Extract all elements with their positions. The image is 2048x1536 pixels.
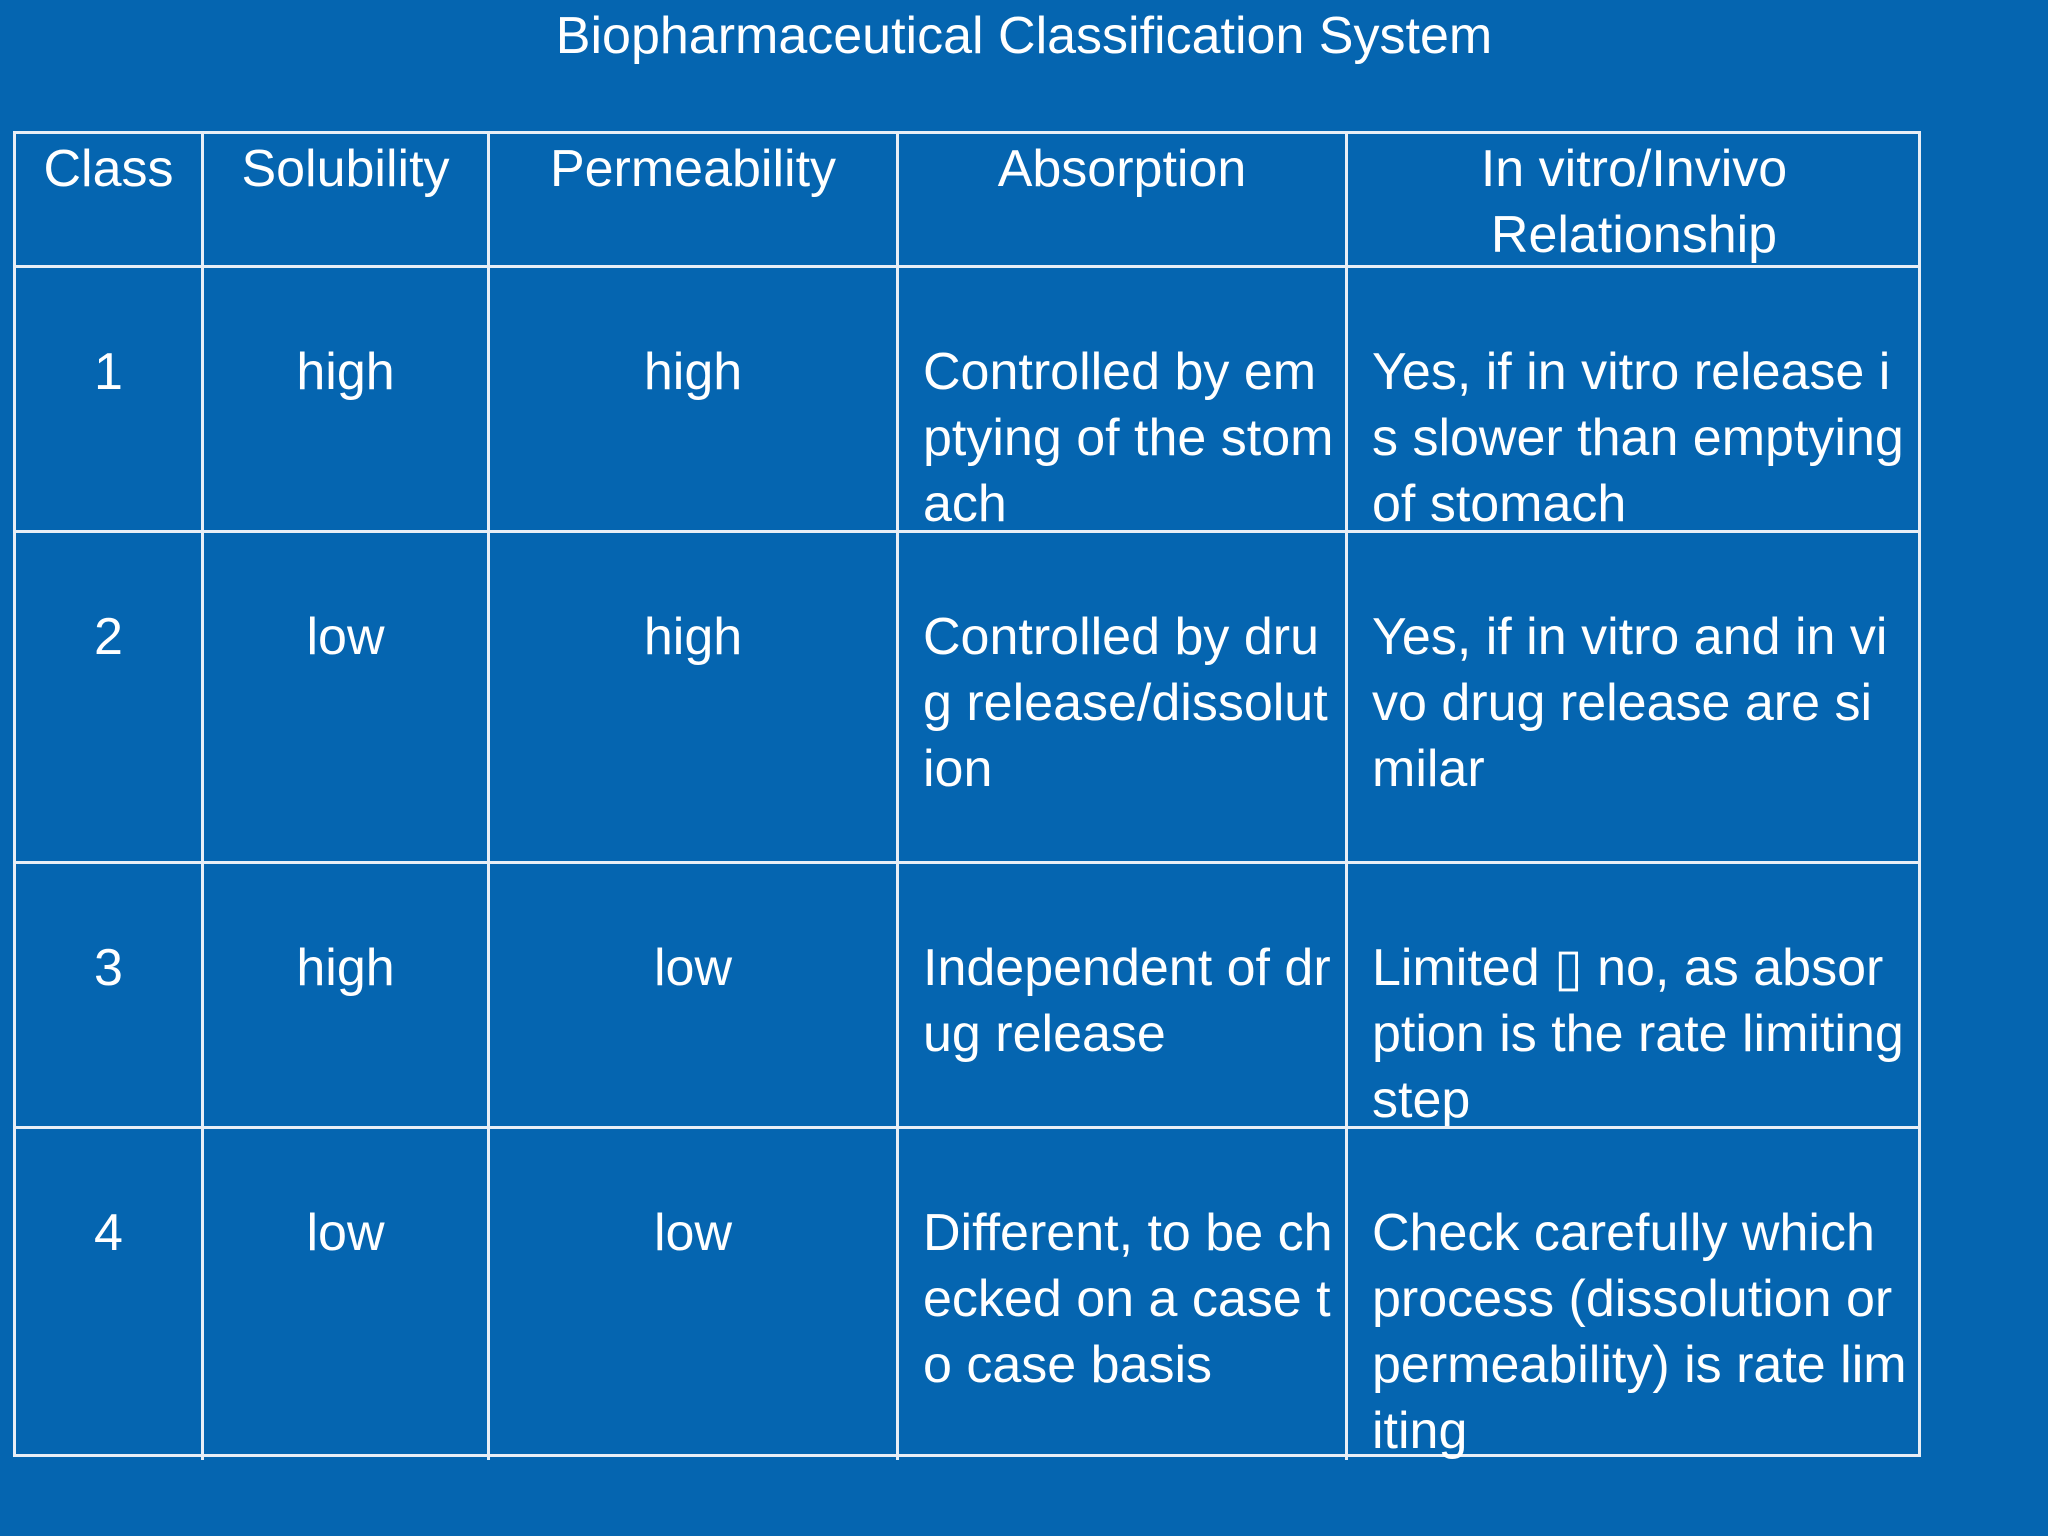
header-absorption: Absorption	[899, 134, 1348, 268]
row2-class: 2	[16, 533, 204, 864]
header-solubility: Solubility	[204, 134, 490, 268]
row3-absorption: Independent of drug release	[899, 864, 1348, 1129]
row3-ivivc: Limited ▯ no, as absorption is the rate …	[1348, 864, 1920, 1129]
slide-title: Biopharmaceutical Classification System	[555, 7, 1493, 65]
row4-solubility: low	[204, 1129, 490, 1460]
row4-class: 4	[16, 1129, 204, 1460]
row2-ivivc: Yes, if in vitro and in vivo drug releas…	[1348, 533, 1920, 864]
row3-solubility: high	[204, 864, 490, 1129]
row4-permeability: low	[490, 1129, 899, 1460]
row3-permeability: low	[490, 864, 899, 1129]
row1-class: 1	[16, 268, 204, 533]
row4-ivivc: Check carefully which process (dissoluti…	[1372, 1204, 1907, 1460]
row1-solubility: high	[204, 268, 490, 533]
row2-permeability: high	[490, 533, 899, 864]
header-ivivc: In vitro/Invivo Relationship	[1348, 134, 1920, 268]
row4-absorption: Different, to be checked on a case to ca…	[899, 1129, 1348, 1460]
row1-ivivc: Yes, if in vitro release is slower than …	[1348, 268, 1920, 533]
row3-class: 3	[16, 864, 204, 1129]
row1-absorption: Controlled by emptying of the stomach	[899, 268, 1348, 533]
header-class: Class	[16, 134, 204, 268]
row1-permeability: high	[490, 268, 899, 533]
row2-absorption: Controlled by drug release/dissolution	[899, 533, 1348, 864]
header-permeability: Permeability	[490, 134, 899, 268]
bcs-table: Class Solubility Permeability Absorption…	[13, 131, 1921, 1460]
row2-solubility: low	[204, 533, 490, 864]
